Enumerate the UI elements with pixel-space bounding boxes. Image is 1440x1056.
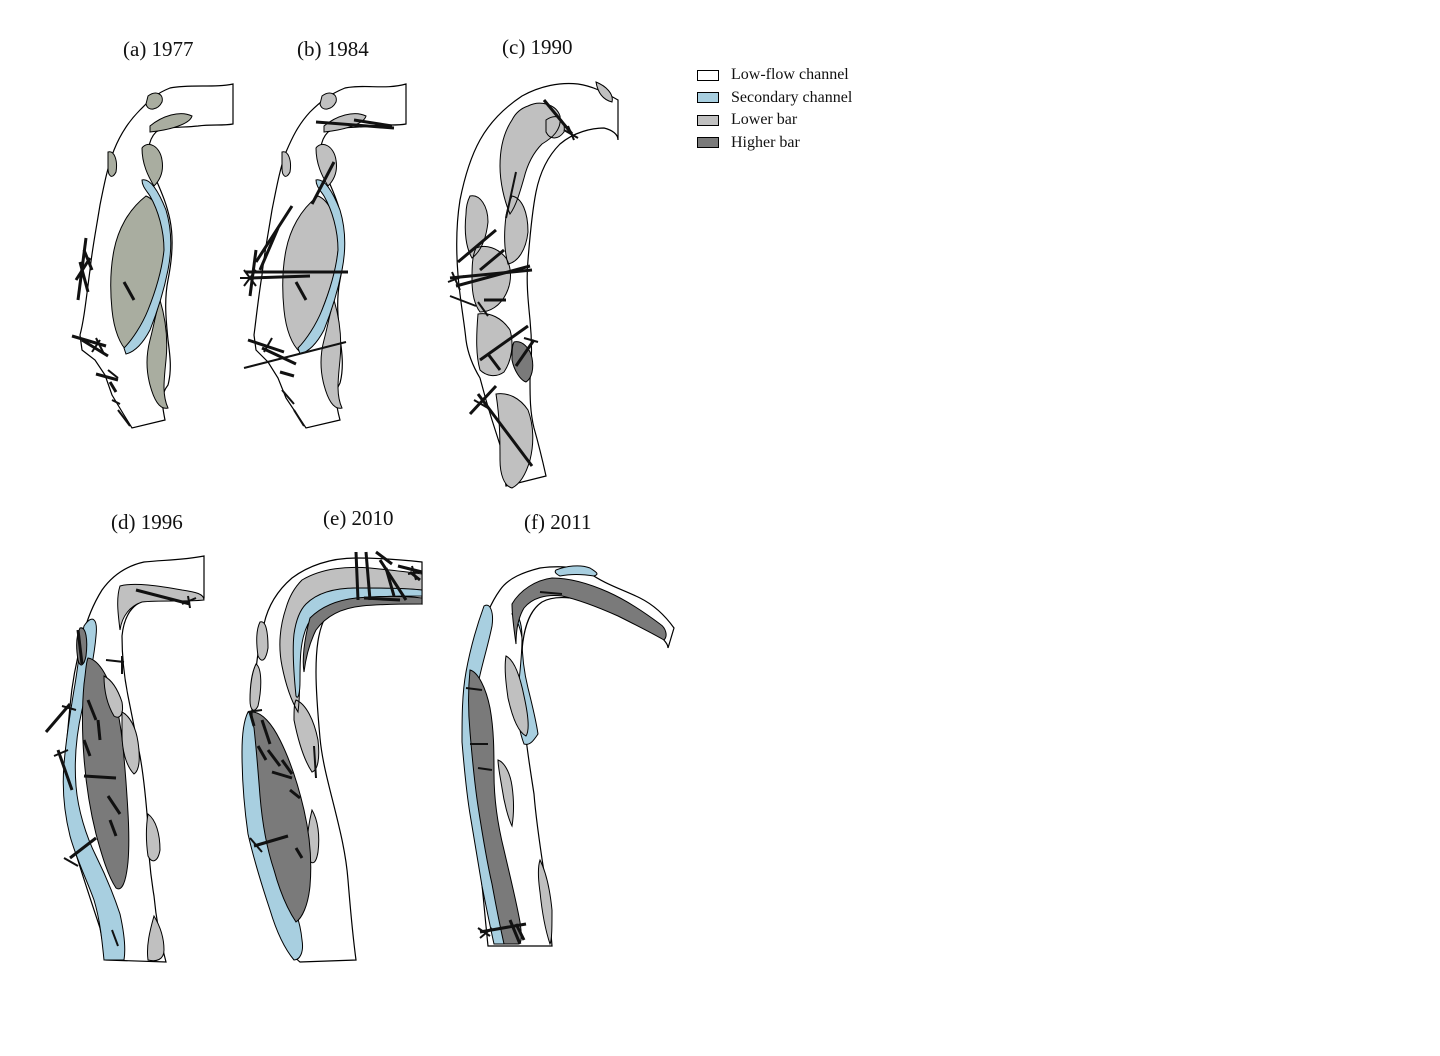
transects-e bbox=[247, 550, 423, 859]
panel-label-c: (c) 1990 bbox=[502, 35, 573, 59]
transects-a bbox=[71, 237, 136, 427]
panel-label-a: (a) 1977 bbox=[123, 37, 194, 61]
higher-bar-f bbox=[468, 577, 667, 945]
transects-d bbox=[44, 588, 197, 947]
legend-label: Lower bar bbox=[731, 111, 798, 129]
map-d-1996 bbox=[44, 555, 205, 963]
lower-bar-f bbox=[497, 655, 553, 946]
higher-bar-d bbox=[76, 627, 130, 890]
transects-c bbox=[447, 99, 579, 467]
map-f-2011 bbox=[461, 565, 675, 947]
lower-bar-a bbox=[107, 92, 193, 409]
map-b-1984 bbox=[240, 83, 407, 429]
map-e-2010 bbox=[241, 550, 423, 963]
transects-f bbox=[465, 591, 563, 945]
panel-label-f: (f) 2011 bbox=[524, 510, 592, 534]
legend-swatch-higher-bar bbox=[697, 137, 719, 149]
legend-label: Secondary channel bbox=[731, 88, 853, 106]
transects-b bbox=[240, 118, 395, 427]
legend-label: Low-flow channel bbox=[731, 66, 849, 84]
map-a-1977 bbox=[71, 83, 234, 429]
legend-item-secondary-channel: Secondary channel bbox=[697, 87, 852, 110]
panel-label-d: (d) 1996 bbox=[111, 510, 183, 534]
legend-swatch-secondary bbox=[697, 92, 719, 104]
legend-item-low-flow-channel: Low-flow channel bbox=[697, 64, 852, 87]
legend-item-higher-bar: Higher bar bbox=[697, 132, 852, 155]
secondary-channel-b bbox=[297, 179, 346, 355]
legend-label: Higher bar bbox=[731, 133, 800, 151]
legend-swatch-low-flow bbox=[697, 69, 719, 81]
legend-swatch-lower-bar bbox=[697, 114, 719, 126]
legend-item-lower-bar: Lower bar bbox=[697, 109, 852, 132]
lower-bar-c bbox=[464, 81, 613, 489]
panel-label-b: (b) 1984 bbox=[297, 37, 369, 61]
channel-outline-c bbox=[456, 82, 619, 487]
panel-label-e: (e) 2010 bbox=[323, 506, 394, 530]
legend: Low-flow channel Secondary channel Lower… bbox=[697, 64, 852, 154]
channel-outline-f bbox=[466, 566, 675, 947]
map-c-1990 bbox=[447, 81, 619, 489]
secondary-channel-a bbox=[123, 179, 172, 355]
higher-bar-e bbox=[251, 596, 423, 923]
lower-bar-b bbox=[281, 92, 367, 409]
